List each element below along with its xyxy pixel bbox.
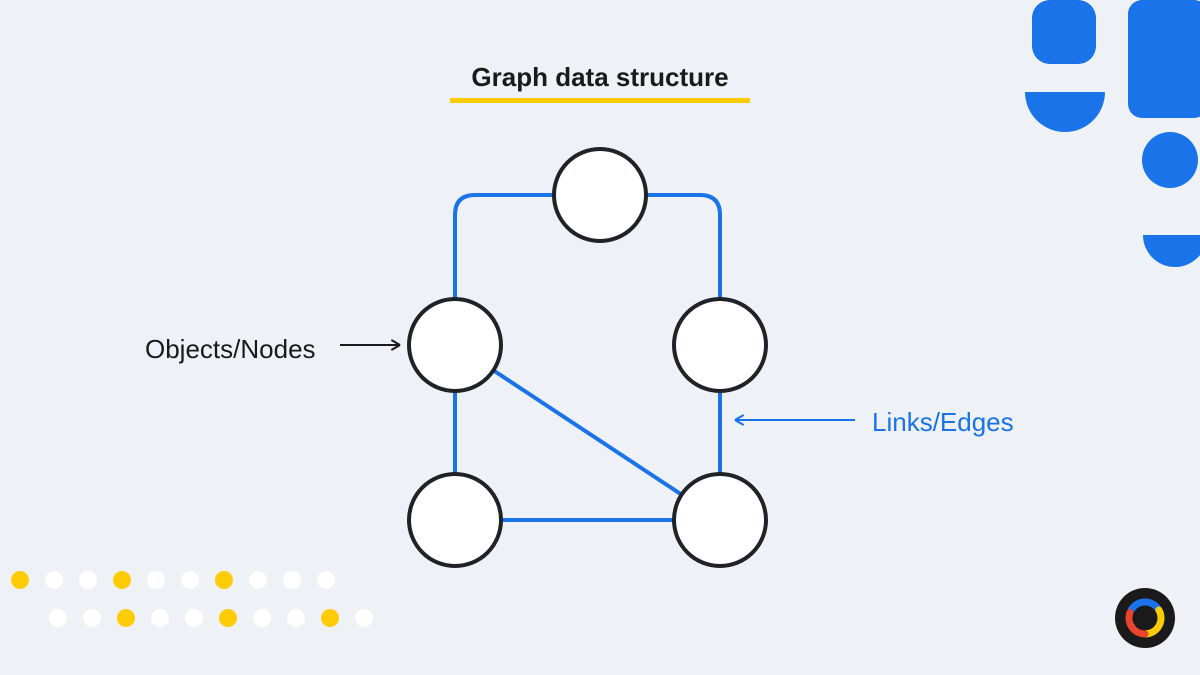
decor-dot — [117, 609, 135, 627]
decor-dot — [215, 571, 233, 589]
decor-dot — [147, 571, 165, 589]
decor-dot — [83, 609, 101, 627]
logo-badge — [1115, 588, 1175, 648]
decor-dot — [287, 609, 305, 627]
decor-dot — [249, 571, 267, 589]
decor-dot — [79, 571, 97, 589]
decor-shape — [1032, 0, 1096, 64]
diagram-canvas: Graph data structure Objects/NodesLinks/… — [0, 0, 1200, 675]
decor-dot — [355, 609, 373, 627]
decor-dot — [151, 609, 169, 627]
decor-dot — [113, 571, 131, 589]
decor-dot — [11, 571, 29, 589]
decor-dot — [317, 571, 335, 589]
decor-shape — [1025, 92, 1105, 132]
decor-shape — [1142, 132, 1198, 188]
decoration-layer — [0, 0, 1200, 675]
decor-dot — [181, 571, 199, 589]
decor-shape — [1143, 235, 1200, 267]
decor-dot — [45, 571, 63, 589]
decor-dot — [219, 609, 237, 627]
decor-dot — [283, 571, 301, 589]
decor-dot — [321, 609, 339, 627]
decor-dot — [185, 609, 203, 627]
decor-dot — [253, 609, 271, 627]
decor-shape — [1128, 0, 1200, 118]
decor-dot — [49, 609, 67, 627]
